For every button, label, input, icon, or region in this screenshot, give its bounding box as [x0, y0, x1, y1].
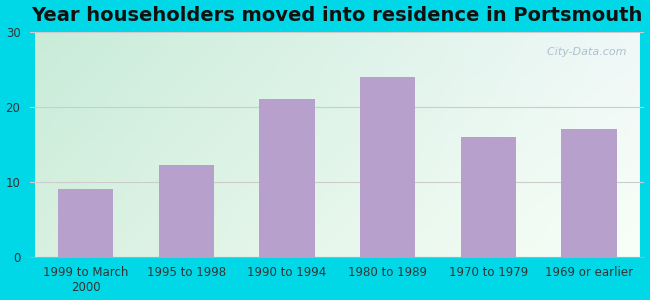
Bar: [562, 129, 617, 257]
Bar: [159, 165, 214, 257]
Bar: [461, 137, 516, 257]
Title: Year householders moved into residence in Portsmouth: Year householders moved into residence i…: [32, 6, 643, 25]
Bar: [360, 77, 415, 257]
Bar: [259, 99, 315, 257]
Text: City-Data.com: City-Data.com: [540, 47, 626, 57]
Bar: [58, 189, 113, 257]
